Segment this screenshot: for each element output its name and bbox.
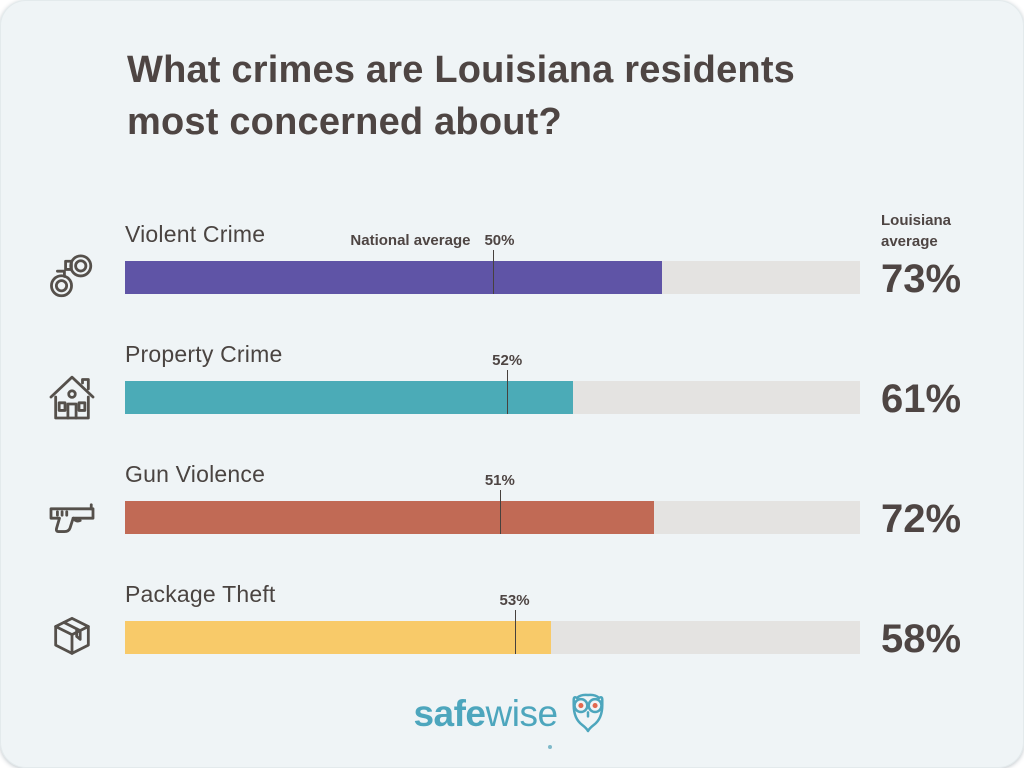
footer: safewise [0,691,1024,749]
value-cell: 58% [860,619,1024,659]
value-label: 72% [881,496,962,541]
bar-fill [125,500,655,534]
logo-dot [548,744,553,749]
bar-chart: Violent Crime National average 50% Louis… [0,211,1024,659]
national-average-tick [492,249,494,294]
safewise-logo: safewise [413,691,610,749]
category-label: Violent Crime [125,220,266,247]
chart-row-violent-crime: Violent Crime National average 50% Louis… [0,211,1024,299]
national-average-value: 53% [499,591,530,609]
chart-row-package-theft: Package Theft 53% 58% [0,571,1024,659]
chart-row-gun-violence: Gun Violence 51% 72% [0,451,1024,539]
national-average-annotation: National average 50% [350,233,514,248]
value-label: 58% [881,616,962,661]
value-cell: 72% [860,499,1024,539]
national-average-tick [499,489,501,534]
value-label: 61% [881,376,962,421]
gun-icon [44,489,125,545]
bar-fill [125,260,662,294]
chart-row-property-crime: Property Crime 52% 61% [0,331,1024,420]
bar-fill [125,380,574,414]
value-cell: Louisiana average 73% [860,211,1024,299]
bar-track: National average 50% [125,233,860,294]
value-cell: 61% [860,379,1024,419]
national-average-value: 52% [492,351,523,369]
bar-block: Gun Violence 51% [125,461,860,534]
bar-block: Violent Crime National average 50% [125,221,860,294]
national-average-label: National average [350,231,471,249]
bar-block: Property Crime 52% [125,341,860,414]
package-icon [44,609,125,665]
category-label: Property Crime [125,340,283,367]
national-average-tick [514,609,516,654]
value-label: 73% [881,256,962,301]
bar-fill [125,620,552,654]
house-icon [44,369,125,425]
bar-track: 53% [125,593,860,654]
chart-title: What crimes are Louisiana residents most… [127,49,796,144]
louisiana-average-label: Louisiana average [881,212,952,250]
safewise-wordmark: safewise [413,693,558,735]
category-label: Gun Violence [125,460,266,487]
national-average-value: 50% [484,231,515,249]
handcuffs-icon [44,249,125,305]
bar-track: 52% [125,353,860,414]
owl-icon [572,693,604,733]
national-average-tick [507,369,509,414]
bar-block: Package Theft 53% [125,581,860,654]
bar-track: 51% [125,473,860,534]
national-average-value: 51% [484,471,515,489]
category-label: Package Theft [125,580,276,607]
